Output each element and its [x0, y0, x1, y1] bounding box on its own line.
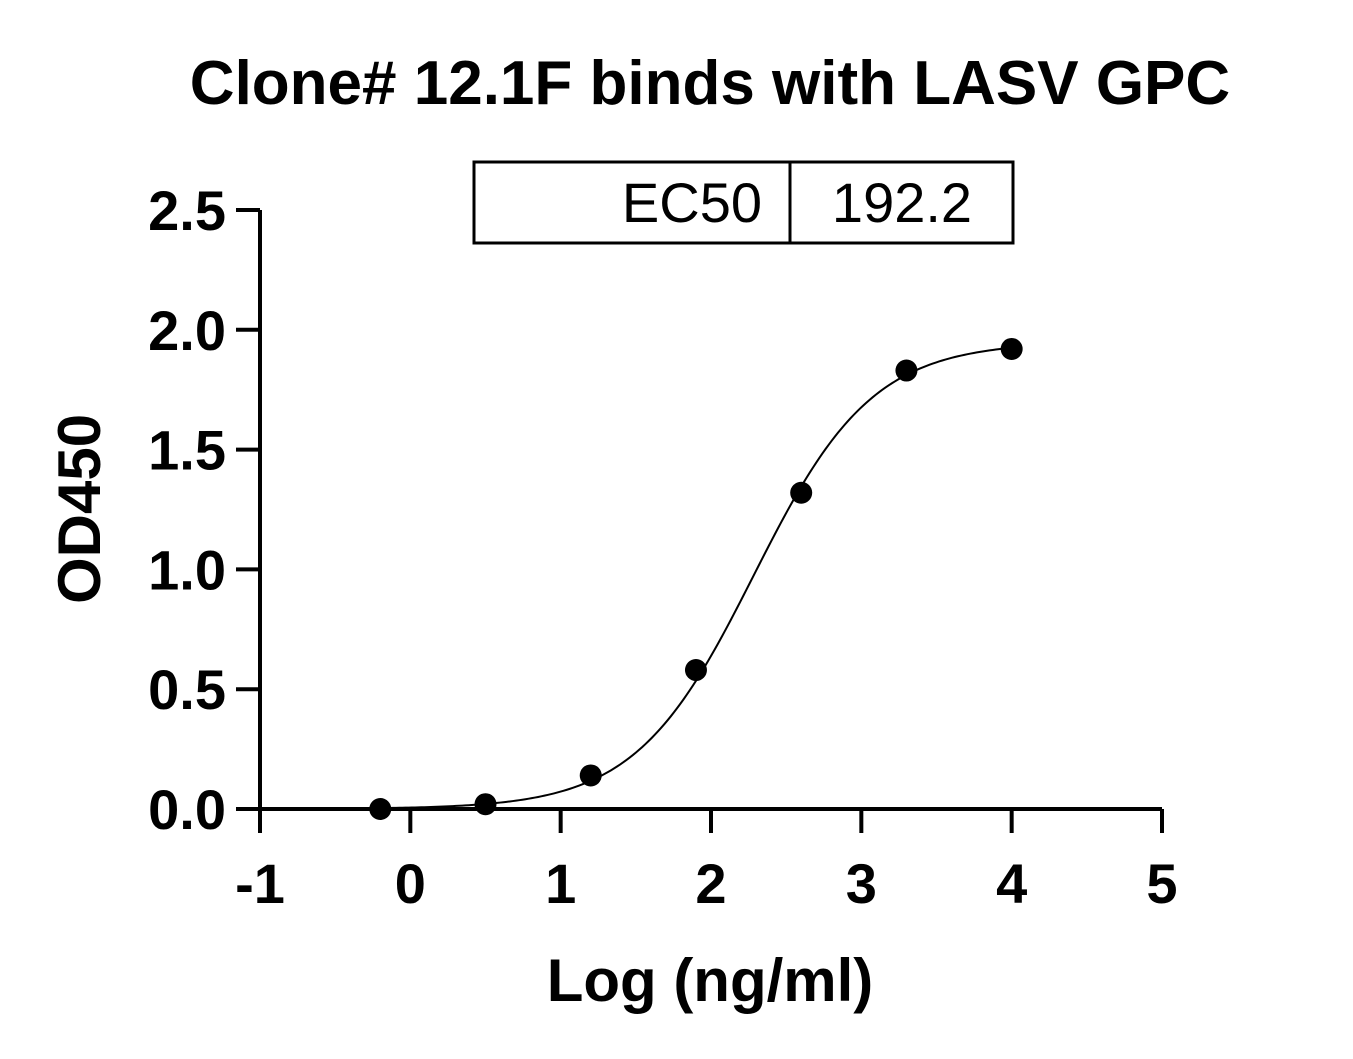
x-tick-label: 2	[695, 852, 726, 915]
x-tick-label: 0	[395, 852, 426, 915]
data-point	[369, 798, 392, 820]
data-point	[579, 764, 602, 787]
x-tick-label: 3	[846, 852, 877, 915]
results-table-value: 192.2	[832, 171, 972, 234]
fit-curve	[380, 346, 1012, 810]
x-tick-label: 5	[1146, 852, 1177, 915]
y-axis-label: OD450	[46, 414, 113, 604]
x-axis: -1 0 1 2 3 4 5	[235, 807, 1178, 915]
data-point	[895, 359, 918, 382]
y-axis-ticks: 0.0 0.5 1.0 1.5 2.0 2.5	[148, 179, 260, 841]
data-point	[1000, 337, 1023, 360]
x-tick-label: 1	[545, 852, 576, 915]
results-table: EC50 192.2	[472, 160, 1015, 245]
x-axis-label: Log (ng/ml)	[547, 947, 874, 1014]
y-tick-label: 2.5	[148, 179, 226, 242]
data-point	[684, 659, 707, 682]
data-point	[474, 793, 497, 816]
data-point	[790, 481, 813, 504]
y-tick-label: 0.5	[148, 658, 226, 721]
x-tick-label: -1	[235, 852, 285, 915]
x-tick-label: 4	[996, 852, 1027, 915]
y-tick-label: 1.0	[148, 538, 226, 601]
y-tick-label: 2.0	[148, 299, 226, 362]
y-tick-label: 1.5	[148, 419, 226, 482]
data-points	[369, 337, 1023, 820]
y-axis: 0.0 0.5 1.0 1.5 2.0 2.5	[148, 179, 262, 841]
chart-title: Clone# 12.1F binds with LASV GPC	[190, 49, 1230, 118]
x-axis-ticks: -1 0 1 2 3 4 5	[235, 809, 1178, 915]
results-table-border	[472, 160, 1015, 245]
results-table-label: EC50	[622, 171, 762, 234]
y-tick-label: 0.0	[148, 778, 226, 841]
